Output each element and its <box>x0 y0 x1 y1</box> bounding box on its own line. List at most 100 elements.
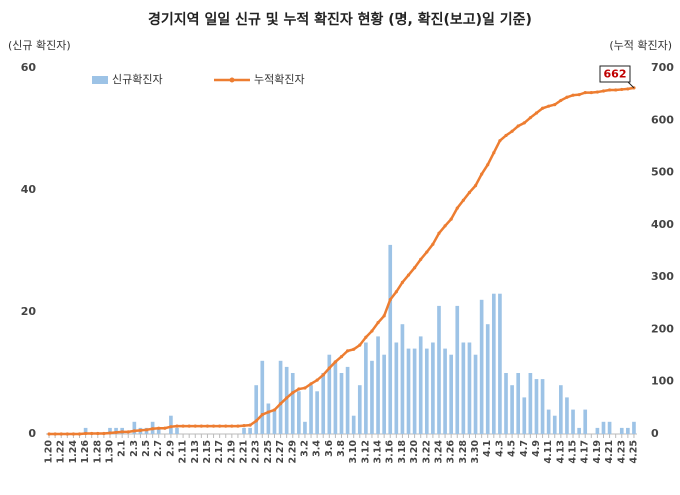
marker <box>84 431 88 436</box>
marker <box>230 424 234 428</box>
marker <box>132 429 136 433</box>
bar <box>534 379 539 434</box>
x-tick-label: 3.6 <box>324 440 335 457</box>
x-tick-label: 2.15 <box>202 440 213 463</box>
marker <box>108 431 112 435</box>
marker <box>303 386 307 390</box>
x-tick-label: 3.26 <box>446 440 457 464</box>
marker <box>144 428 149 432</box>
bar <box>522 397 527 434</box>
bar <box>528 373 533 434</box>
x-tick-label: 4.23 <box>616 440 627 463</box>
marker <box>614 88 618 92</box>
marker <box>272 408 277 412</box>
marker <box>583 90 587 95</box>
marker <box>163 426 167 430</box>
bar <box>461 342 466 434</box>
bar <box>431 342 435 434</box>
marker <box>90 431 94 436</box>
x-tick-label: 1.24 <box>68 440 79 464</box>
bar <box>601 421 606 434</box>
marker <box>297 387 301 391</box>
y-axis-label: (신규 확진자) <box>8 39 71 52</box>
x-tick-label: 2.25 <box>263 440 274 463</box>
bar <box>510 385 514 434</box>
bar <box>565 397 569 434</box>
bar <box>473 354 478 434</box>
bar <box>406 348 411 434</box>
marker <box>47 432 51 436</box>
x-tick-label: 1.20 <box>44 440 55 464</box>
marker <box>528 116 532 120</box>
bar <box>619 427 624 434</box>
marker <box>400 280 405 284</box>
marker <box>376 321 380 325</box>
bar <box>540 379 545 434</box>
marker <box>339 355 344 359</box>
marker <box>266 410 270 414</box>
x-tick-label: 4.7 <box>519 440 530 457</box>
marker <box>291 391 295 395</box>
x-tick-label: 3.20 <box>409 440 420 464</box>
marker <box>510 129 514 133</box>
marker <box>492 151 496 155</box>
bar <box>552 415 557 434</box>
bar <box>479 299 484 434</box>
x-tick-label: 3.16 <box>385 440 396 464</box>
marker <box>327 366 331 370</box>
marker <box>589 90 593 95</box>
marker <box>455 206 459 210</box>
legend-label: 누적확진자 <box>254 73 305 86</box>
bar <box>272 409 277 434</box>
x-tick-label: 3.8 <box>336 440 347 457</box>
bar <box>443 348 447 434</box>
marker <box>364 335 368 339</box>
x-tick-label: 2.3 <box>129 440 140 457</box>
marker <box>157 426 161 430</box>
bar <box>376 336 380 434</box>
bar <box>351 415 356 434</box>
x-tick-label: 2.29 <box>287 440 298 463</box>
bar <box>632 421 636 434</box>
x-tick-label: 2.17 <box>214 440 225 463</box>
bar <box>333 360 338 434</box>
bar <box>485 324 490 434</box>
bar <box>321 373 326 434</box>
legend-marker <box>229 77 235 83</box>
x-tick-label: 4.13 <box>555 440 566 463</box>
bar <box>327 354 332 434</box>
marker <box>473 184 478 188</box>
x-tick-label: 3.30 <box>470 440 481 464</box>
y2-tick-label: 200 <box>651 322 674 335</box>
x-tick-label: 2.21 <box>239 440 250 463</box>
marker <box>285 396 289 400</box>
marker <box>486 163 490 167</box>
x-tick-label: 4.11 <box>543 440 554 463</box>
bar <box>83 427 88 434</box>
marker <box>248 423 252 427</box>
y-tick-label: 40 <box>21 183 37 196</box>
marker <box>461 198 465 202</box>
x-tick-label: 3.18 <box>397 440 408 464</box>
x-tick-label: 3.4 <box>312 440 323 457</box>
x-tick-label: 4.1 <box>482 440 493 457</box>
x-tick-label: 2.5 <box>141 440 152 457</box>
marker <box>431 242 435 246</box>
bar <box>156 427 161 434</box>
bar <box>400 324 405 434</box>
x-tick-label: 4.15 <box>568 440 579 463</box>
bar <box>504 373 508 434</box>
marker <box>59 432 63 436</box>
bar <box>357 385 362 434</box>
marker <box>559 98 563 103</box>
marker <box>138 428 143 432</box>
bar <box>339 373 344 434</box>
marker <box>71 432 76 436</box>
bar <box>303 421 307 434</box>
chart-title: 경기지역 일일 신규 및 누적 확진자 현황 (명, 확진(보고)일 기준) <box>148 11 532 28</box>
bar <box>254 385 259 434</box>
legend-swatch <box>92 76 108 84</box>
marker <box>394 290 398 294</box>
x-tick-label: 3.22 <box>421 440 432 463</box>
